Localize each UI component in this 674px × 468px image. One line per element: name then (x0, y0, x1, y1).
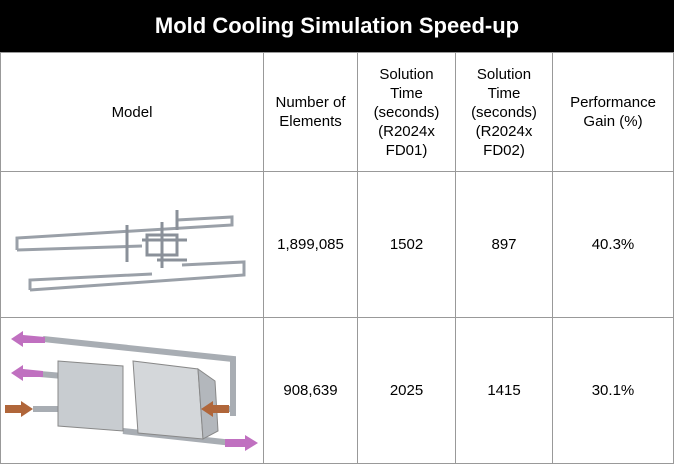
cell: 1502 (357, 171, 456, 318)
header-cell: Solution Time (seconds) (R2024x FD01) (357, 52, 456, 172)
table-row: 908,639 2025 1415 30.1% (0, 317, 674, 464)
model-image (5, 330, 258, 451)
cell: 30.1% (552, 317, 674, 464)
header-text: Solution Time (seconds) (R2024x FD01) (373, 65, 440, 159)
model-image (15, 209, 246, 291)
header-text: Model (111, 103, 153, 121)
header-text: Number of Elements (275, 94, 346, 130)
cell: 40.3% (552, 171, 674, 318)
model-cell (0, 171, 264, 318)
title-bar: Mold Cooling Simulation Speed-up (0, 0, 674, 52)
cell: 908,639 (263, 317, 358, 464)
header-cell: Model (0, 52, 264, 172)
title: Mold Cooling Simulation Speed-up (154, 13, 520, 38)
cell: 2025 (357, 317, 456, 464)
header-cell: Performance Gain (%) (552, 52, 674, 172)
table-row: 1,899,085 1502 897 40.3% (0, 171, 674, 318)
speedup-table: Model Number of Elements Solution Time (… (0, 52, 674, 464)
header-text: Solution Time (seconds) (R2024x FD02) (471, 65, 537, 159)
header-row: Model Number of Elements Solution Time (… (0, 52, 674, 172)
header-text: Performance Gain (%) (570, 94, 656, 130)
header-cell: Solution Time (seconds) (R2024x FD02) (455, 52, 553, 172)
cell: 897 (455, 171, 553, 318)
header-cell: Number of Elements (263, 52, 358, 172)
model-cell (0, 317, 264, 464)
cell: 1415 (455, 317, 553, 464)
cell: 1,899,085 (263, 171, 358, 318)
